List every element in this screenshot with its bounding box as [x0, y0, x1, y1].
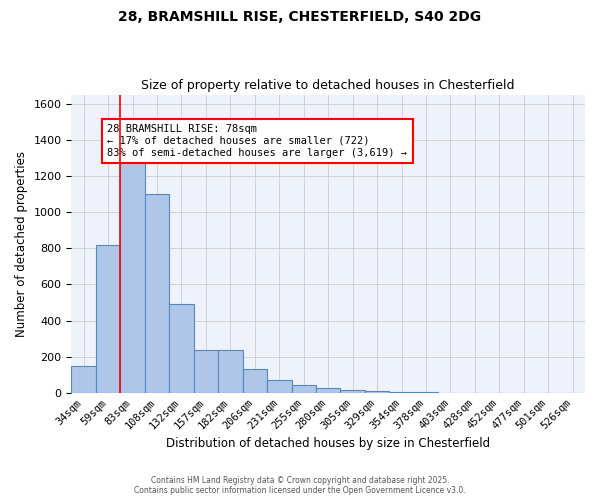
Bar [218, 350, 242, 393]
Bar [267, 380, 292, 393]
X-axis label: Distribution of detached houses by size in Chesterfield: Distribution of detached houses by size … [166, 437, 490, 450]
Text: 28 BRAMSHILL RISE: 78sqm
← 17% of detached houses are smaller (722)
83% of semi-: 28 BRAMSHILL RISE: 78sqm ← 17% of detach… [107, 124, 407, 158]
Bar [121, 158, 145, 393]
Title: Size of property relative to detached houses in Chesterfield: Size of property relative to detached ho… [142, 79, 515, 92]
Bar [71, 366, 96, 393]
Text: 28, BRAMSHILL RISE, CHESTERFIELD, S40 2DG: 28, BRAMSHILL RISE, CHESTERFIELD, S40 2D… [118, 10, 482, 24]
Bar [145, 194, 169, 393]
Bar [242, 368, 267, 393]
Bar [292, 385, 316, 393]
Bar [389, 392, 414, 393]
Bar [340, 390, 365, 393]
Bar [96, 244, 121, 393]
Text: Contains HM Land Registry data © Crown copyright and database right 2025.
Contai: Contains HM Land Registry data © Crown c… [134, 476, 466, 495]
Bar [365, 391, 389, 393]
Y-axis label: Number of detached properties: Number of detached properties [15, 151, 28, 337]
Bar [194, 350, 218, 393]
Bar [414, 392, 438, 393]
Bar [169, 304, 194, 393]
Bar [316, 388, 340, 393]
